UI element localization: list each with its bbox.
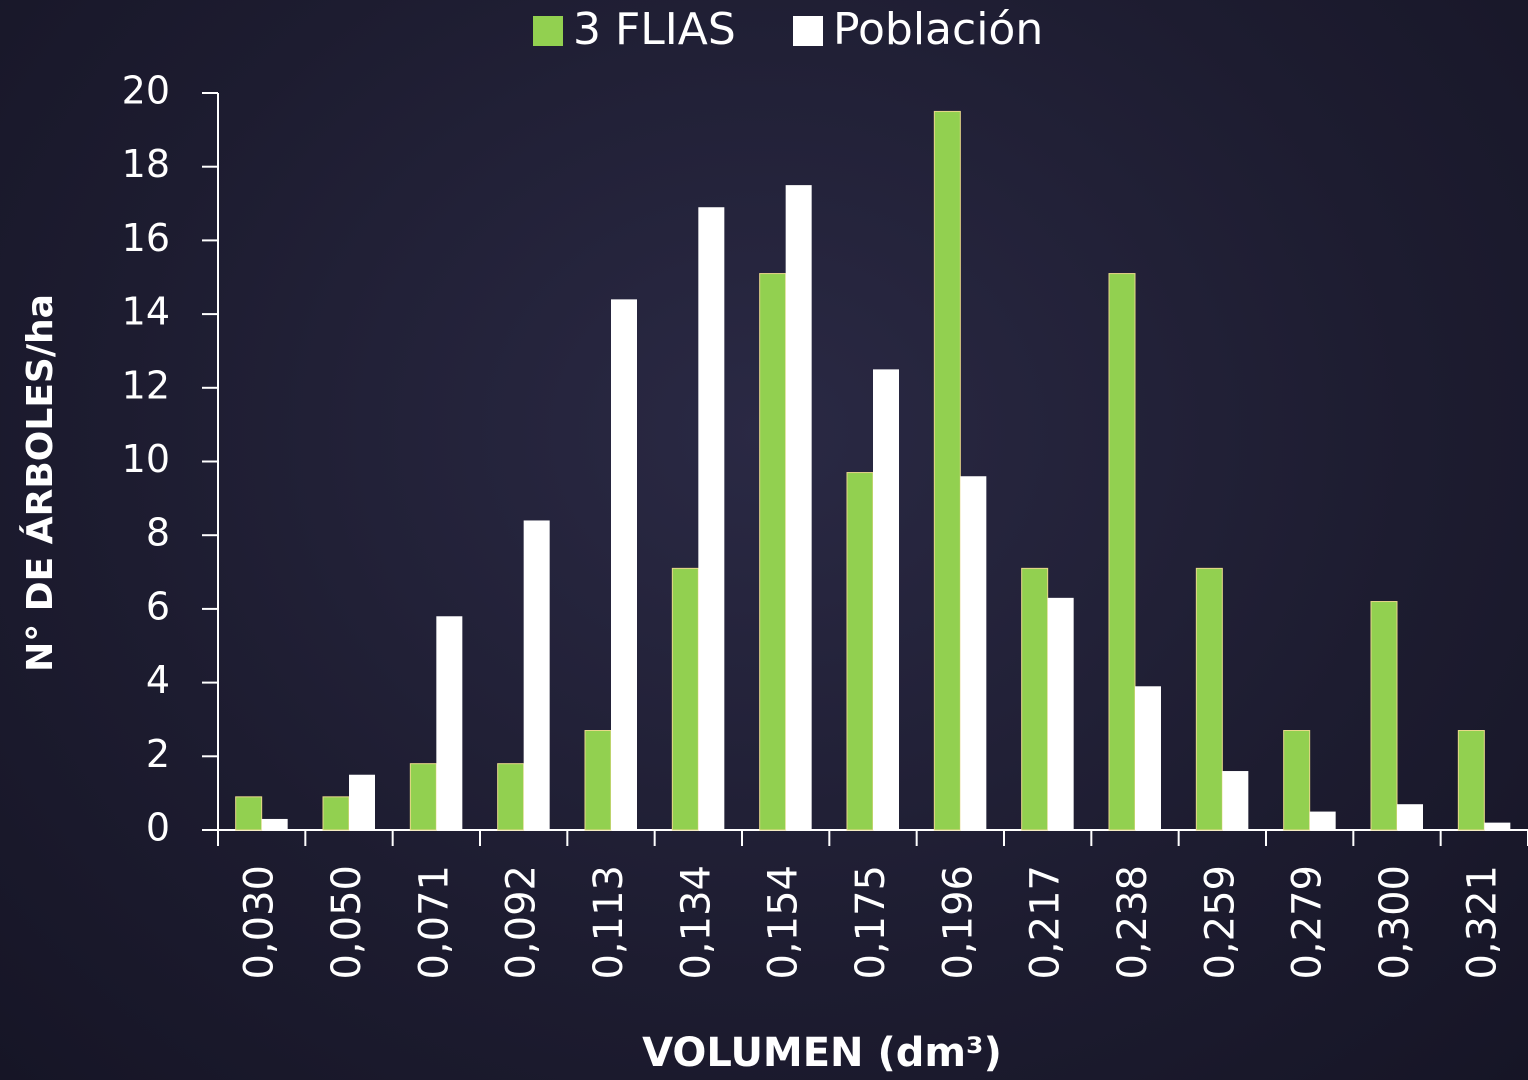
y-tick-label: 16	[122, 216, 170, 260]
bar	[497, 763, 525, 831]
x-tick-label: 0,071	[411, 865, 457, 980]
y-tick-label: 8	[146, 511, 170, 555]
bar	[1135, 686, 1161, 830]
bar	[1484, 822, 1511, 830]
bar	[409, 763, 437, 831]
x-tick-label: 0,030	[237, 865, 283, 980]
x-tick-label: 0,279	[1285, 865, 1331, 980]
bar	[349, 774, 375, 830]
bar	[960, 476, 987, 830]
y-tick-label: 18	[122, 142, 170, 186]
y-tick-label: 2	[146, 732, 170, 776]
y-tick-label: 0	[146, 806, 170, 850]
y-tick-label: 14	[122, 290, 170, 334]
y-tick-label: 10	[122, 437, 170, 481]
bar	[1370, 601, 1398, 831]
x-tick-label: 0,321	[1459, 865, 1505, 980]
x-tick-label: 0,113	[586, 865, 632, 980]
bar	[611, 299, 637, 830]
bar	[698, 207, 725, 831]
bar	[1047, 597, 1074, 830]
legend-label: 3 FLIAS	[573, 4, 736, 55]
x-tick-label: 0,134	[673, 865, 719, 980]
y-axis-title: N° DE ÁRBOLES/ha	[19, 294, 61, 672]
bar	[1021, 567, 1049, 831]
x-tick-label: 0,092	[499, 865, 545, 980]
x-axis-title: VOLUMEN (dm³)	[642, 1030, 1002, 1076]
bar	[1283, 730, 1311, 831]
bar	[1397, 804, 1423, 830]
bar	[523, 520, 550, 830]
y-tick-label: 20	[122, 69, 170, 113]
bar	[873, 369, 899, 830]
x-tick-label: 0,196	[935, 865, 981, 980]
y-tick-label: 6	[146, 584, 170, 628]
bar	[584, 730, 612, 831]
bar	[261, 818, 288, 830]
bar	[846, 472, 874, 831]
legend-swatch	[533, 16, 563, 46]
bar	[933, 110, 961, 831]
bar	[235, 796, 263, 831]
x-tick-label: 0,050	[324, 865, 370, 980]
y-tick-label: 4	[146, 658, 170, 702]
bar	[1195, 567, 1223, 831]
y-tick-label: 12	[122, 363, 170, 407]
x-tick-label: 0,154	[761, 865, 807, 980]
bar	[671, 567, 699, 831]
x-tick-label: 0,238	[1110, 865, 1156, 980]
bar	[322, 796, 350, 831]
x-tick-label: 0,175	[848, 865, 894, 980]
bar	[759, 273, 787, 831]
x-tick-label: 0,300	[1372, 865, 1418, 980]
legend-label: Población	[833, 4, 1043, 55]
bar	[1108, 273, 1136, 831]
x-tick-label: 0,217	[1023, 865, 1069, 980]
bar	[785, 185, 812, 830]
x-tick-label: 0,259	[1197, 865, 1243, 980]
bar	[1309, 811, 1336, 830]
bar	[1222, 771, 1249, 830]
bar	[1457, 730, 1485, 831]
bar	[436, 616, 463, 830]
legend-swatch	[793, 16, 823, 46]
